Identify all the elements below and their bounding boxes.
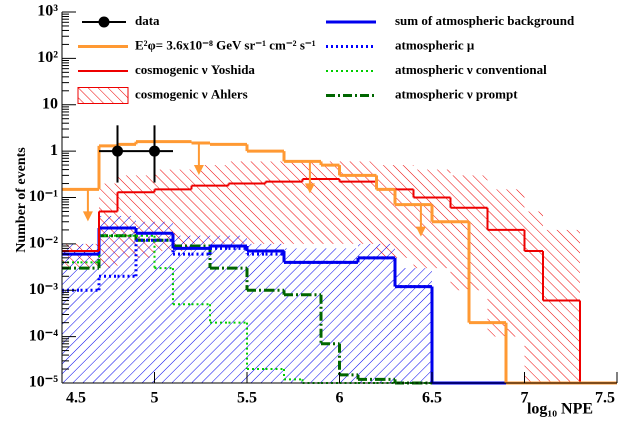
band-bin bbox=[228, 235, 247, 383]
legend-marker bbox=[77, 87, 129, 104]
band-bin bbox=[228, 161, 247, 244]
band-bin bbox=[432, 169, 451, 269]
legend-label: atmospheric μ bbox=[395, 37, 475, 52]
legend-label: atmospheric ν conventional bbox=[395, 62, 547, 77]
y-tick-label: 1 bbox=[50, 142, 58, 159]
band-bin bbox=[376, 243, 395, 383]
band-bin bbox=[561, 229, 580, 383]
limit-arrow-head bbox=[82, 211, 93, 222]
y-tick-label: 10 bbox=[42, 95, 58, 112]
band-bin bbox=[321, 248, 340, 383]
legend-label: cosmogenic ν Yoshida bbox=[135, 62, 255, 77]
y-tick-label: 10³ bbox=[37, 3, 58, 20]
band-bin bbox=[395, 268, 414, 383]
band-bin bbox=[358, 161, 377, 244]
legend-label: atmospheric ν prompt bbox=[395, 86, 518, 101]
band-bin bbox=[284, 161, 303, 244]
band-bin bbox=[487, 189, 506, 337]
limit-arrow-head bbox=[193, 164, 204, 175]
band-bin bbox=[524, 211, 543, 383]
y-tick-label: 10⁻⁴ bbox=[29, 327, 58, 344]
band-bin bbox=[247, 161, 266, 244]
band-bin bbox=[413, 169, 432, 269]
band-bin bbox=[99, 215, 118, 383]
band-bin bbox=[62, 243, 81, 383]
y-axis-label: Number of events bbox=[14, 147, 29, 253]
band-bin bbox=[247, 243, 266, 383]
band-bin bbox=[210, 165, 229, 244]
x-tick-label: 5 bbox=[151, 390, 159, 407]
data-point bbox=[149, 145, 160, 157]
x-tick-label: 4.5 bbox=[66, 390, 86, 407]
band-bin bbox=[506, 189, 525, 337]
band-bin bbox=[117, 215, 136, 383]
x-tick-label: 7 bbox=[521, 390, 529, 407]
legend-marker bbox=[98, 16, 110, 28]
band-bin bbox=[210, 235, 229, 383]
band-bin bbox=[543, 229, 562, 383]
band-bin bbox=[339, 161, 358, 244]
x-tick-label: 6 bbox=[336, 390, 344, 407]
y-tick-label: 10⁻¹ bbox=[29, 188, 58, 205]
band-bin bbox=[136, 221, 155, 383]
band-bin bbox=[469, 175, 488, 291]
legend-label: E²φ= 3.6x10⁻⁸ GeV sr⁻¹ cm⁻² s⁻¹ bbox=[135, 37, 316, 52]
legend-label: sum of atmospheric background bbox=[395, 13, 575, 28]
band-bin bbox=[302, 161, 321, 244]
band-bin bbox=[450, 175, 469, 291]
band-bin bbox=[191, 235, 210, 383]
data-point bbox=[112, 145, 123, 157]
band-bin bbox=[321, 161, 340, 244]
limit-arrow-head bbox=[415, 226, 426, 237]
y-tick-label: 10⁻⁵ bbox=[29, 374, 58, 391]
band-bin bbox=[173, 235, 192, 383]
legend-label: cosmogenic ν Ahlers bbox=[135, 86, 248, 101]
y-tick-label: 10⁻² bbox=[29, 235, 58, 252]
x-tick-label: 5.5 bbox=[237, 390, 257, 407]
x-axis-label: log₁₀ NPE bbox=[527, 401, 593, 418]
band-bin bbox=[265, 161, 284, 244]
band-bin bbox=[265, 243, 284, 383]
band-bin bbox=[154, 221, 173, 383]
band-bin bbox=[80, 243, 99, 383]
band-bin bbox=[413, 268, 432, 383]
band-bin bbox=[284, 248, 303, 383]
band-bin bbox=[358, 243, 377, 383]
limit-arrow-head bbox=[304, 183, 315, 194]
legend-label: data bbox=[135, 13, 160, 28]
y-tick-label: 10⁻³ bbox=[29, 281, 58, 298]
band-bin bbox=[302, 248, 321, 383]
y-tick-label: 10² bbox=[37, 49, 58, 66]
band-bin bbox=[191, 165, 210, 244]
band-bin bbox=[395, 165, 414, 258]
band-bin bbox=[339, 248, 358, 383]
x-tick-label: 7.5 bbox=[595, 390, 615, 407]
x-tick-label: 6.5 bbox=[422, 390, 442, 407]
